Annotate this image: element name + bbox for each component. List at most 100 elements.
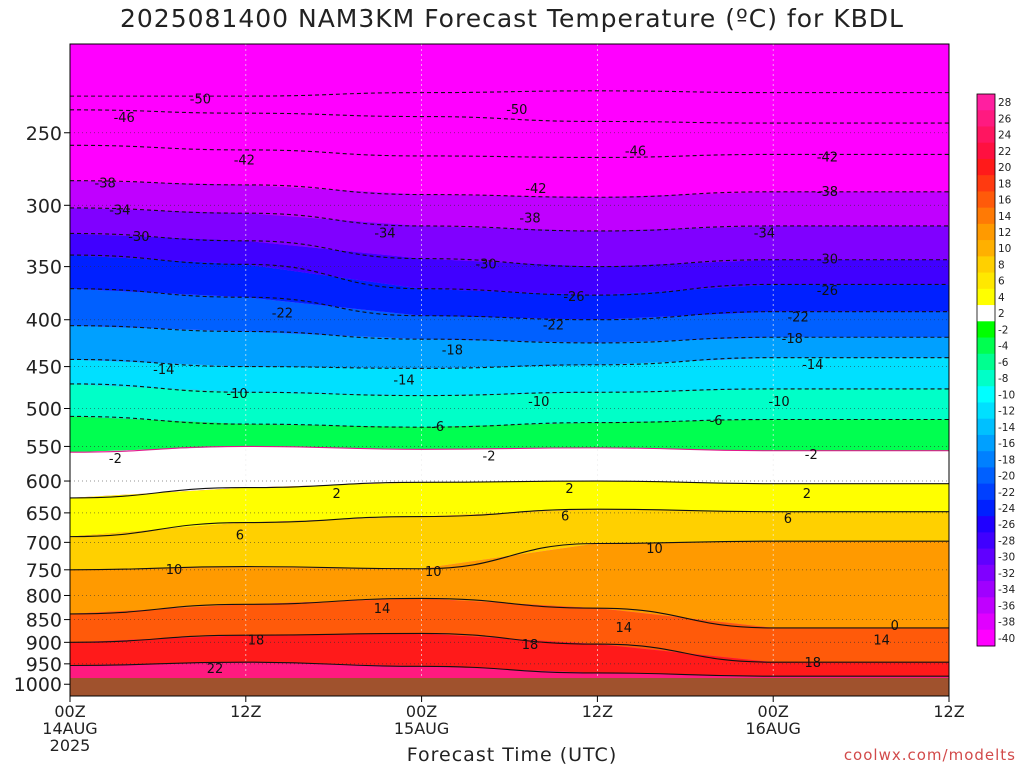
- colorbar-label: 8: [998, 259, 1005, 271]
- isotherm-line: [70, 180, 949, 198]
- isotherm-label: 0: [891, 619, 899, 634]
- pressure-tick-label: 450: [26, 357, 62, 379]
- pressure-axis: 2503003504004505005506006507007508008509…: [14, 123, 70, 696]
- colorbar-label: -14: [998, 422, 1015, 434]
- field-band: [70, 90, 949, 124]
- field-band: [70, 288, 949, 343]
- isotherm-line: [70, 383, 949, 397]
- isotherm-line: [70, 661, 949, 677]
- pressure-tick-label: 550: [26, 436, 62, 458]
- colorbar-swatch: [977, 240, 995, 257]
- isotherm-label: -50: [506, 103, 527, 118]
- colorbar-label: 12: [998, 227, 1011, 239]
- pressure-tick-label: 400: [26, 310, 62, 332]
- isotherm-line: [70, 415, 949, 428]
- colorbar-swatch: [977, 207, 995, 225]
- isotherm-label: -6: [710, 414, 723, 429]
- colorbar-swatch: [977, 434, 995, 452]
- field-band: [70, 416, 949, 453]
- colorbar-label: 16: [998, 195, 1012, 207]
- colorbar-swatch: [977, 256, 995, 274]
- isotherm-line: [70, 109, 949, 124]
- isotherm-label: -18: [442, 343, 463, 358]
- colorbar-label: 2: [998, 308, 1005, 320]
- colorbar-swatch: [977, 581, 995, 598]
- field-band: [70, 233, 949, 296]
- ground-bar: [70, 678, 949, 696]
- isotherm-label: -30: [128, 230, 149, 245]
- pressure-tick-label: 300: [26, 195, 62, 217]
- colorbar-label: 26: [998, 113, 1012, 125]
- pressure-tick-label: 700: [26, 532, 62, 554]
- isotherm-label: 22: [207, 662, 224, 677]
- isotherm-label: -50: [190, 93, 211, 108]
- isotherm-line: [70, 232, 949, 268]
- colorbar-label: -30: [998, 552, 1015, 564]
- colorbar-swatch: [977, 499, 995, 517]
- isotherm-label: -46: [625, 144, 646, 159]
- isotherm-label: -14: [802, 358, 823, 373]
- colorbar-label: -32: [998, 568, 1015, 580]
- isotherm-label: -38: [519, 211, 540, 226]
- time-tick-label: 12Z: [933, 702, 964, 721]
- colorbar-swatch: [977, 629, 995, 647]
- isotherm-label: 10: [425, 565, 442, 580]
- field-band: [70, 145, 949, 198]
- pressure-tick-label: 500: [26, 399, 62, 421]
- colorbar-swatch: [977, 402, 995, 420]
- colorbar-label: -26: [998, 519, 1015, 531]
- isotherm-label: -10: [226, 387, 247, 402]
- colorbar-swatch: [977, 613, 995, 631]
- temperature-field: [70, 44, 949, 696]
- colorbar-label: -2: [998, 324, 1008, 336]
- isotherm-label: 2: [565, 482, 573, 497]
- isotherm-label: 2: [332, 487, 340, 502]
- isotherm-label: -18: [782, 332, 803, 347]
- colorbar-label: -28: [998, 535, 1015, 547]
- colorbar-swatch: [977, 483, 995, 501]
- field-band: [70, 481, 949, 537]
- colorbar-swatch: [977, 418, 995, 436]
- colorbar-label: -22: [998, 487, 1015, 499]
- pressure-tick-label: 350: [26, 257, 62, 279]
- colorbar-swatch: [977, 321, 995, 339]
- colorbar-label: -24: [998, 503, 1015, 515]
- isotherm-label: 18: [522, 638, 539, 653]
- colorbar-swatch: [977, 272, 995, 290]
- colorbar-label: -10: [998, 389, 1015, 401]
- plot-frame: [69, 43, 950, 697]
- isotherm-label: -34: [374, 226, 395, 241]
- time-tick-label: 16AUG: [745, 719, 800, 738]
- isotherm-line: [70, 508, 949, 538]
- isotherm-line: [70, 597, 949, 629]
- colorbar-legend: 28 26 24 22 20 18 16 14 12 10 8 6 4 2 -2 -4 -6 -8 -10 -12 -1…: [976, 93, 1015, 647]
- time-tick-label: 12Z: [230, 702, 261, 721]
- isotherm-line: [70, 632, 949, 663]
- isotherm-line: [70, 540, 949, 571]
- colorbar-swatch: [977, 451, 995, 468]
- colorbar-swatch: [977, 223, 995, 241]
- colorbar-swatch: [977, 126, 995, 144]
- isotherm-label: -30: [475, 257, 496, 272]
- isotherm-label: 6: [236, 528, 244, 543]
- isotherm-label: -14: [393, 373, 414, 388]
- colorbar-label: -12: [998, 406, 1015, 418]
- isotherm-label: -2: [805, 448, 818, 463]
- colorbar-label: -18: [998, 454, 1015, 466]
- colorbar-label: 28: [998, 97, 1011, 109]
- time-tick-label: 2025: [50, 736, 91, 755]
- isotherm-line: [70, 325, 949, 344]
- isotherm-label: -38: [95, 176, 116, 191]
- colorbar-label: 22: [998, 146, 1011, 158]
- isotherm-line: [70, 144, 949, 158]
- colorbar-label: 6: [998, 276, 1005, 288]
- time-tick-label: 00Z: [54, 702, 85, 721]
- isotherm-label: -10: [768, 395, 789, 410]
- chart-title: 2025081400 NAM3KM Forecast Temperature (…: [120, 4, 904, 33]
- isotherm-label: -46: [114, 111, 135, 126]
- colorbar-label: 24: [998, 130, 1012, 142]
- colorbar-label: -6: [998, 357, 1009, 369]
- pressure-tick-label: 900: [26, 632, 62, 654]
- colorbar-swatch: [977, 386, 995, 403]
- isotherm-label: 18: [804, 656, 821, 671]
